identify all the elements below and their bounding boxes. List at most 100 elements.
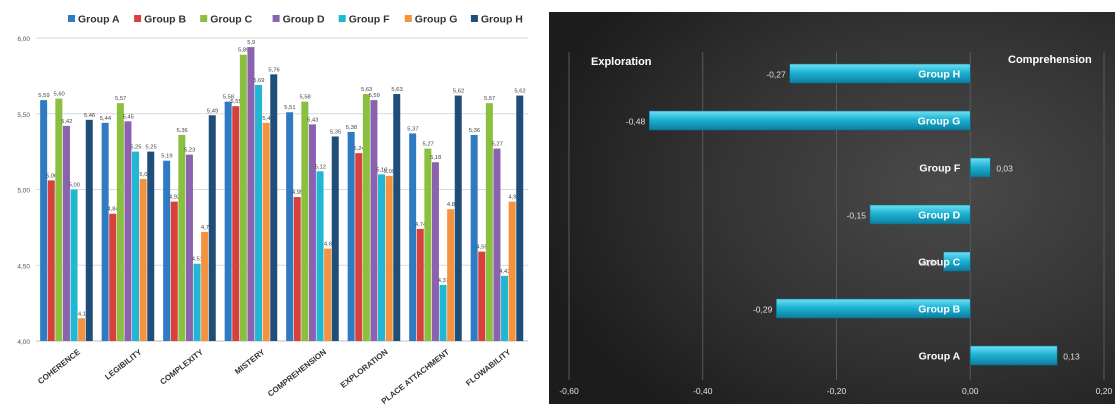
bar <box>255 84 263 341</box>
category-label: MISTERY <box>233 347 267 376</box>
bar-value-label: 4,37 <box>438 278 449 284</box>
bar <box>378 174 386 341</box>
bar <box>969 345 1058 366</box>
bar <box>109 213 117 341</box>
category-label: Group G <box>918 116 961 128</box>
bar-value-label: 4,43 <box>499 269 510 275</box>
category-label: COHERENCE <box>36 347 82 386</box>
bar-value-label: 5,12 <box>315 164 326 170</box>
bar-value-label: 4,9 <box>508 195 516 201</box>
bar <box>355 153 363 341</box>
bar-value-label: -0,29 <box>753 305 773 315</box>
bar-value-label: 4,74 <box>415 222 427 228</box>
bar-value-label: 5,46 <box>84 113 95 119</box>
bar-value-label: 5,60 <box>54 92 65 98</box>
bar-value-label: 5,19 <box>161 154 172 160</box>
legend-label: Group G <box>415 14 458 26</box>
bar-value-label: 5,18 <box>430 155 441 161</box>
legend-label: Group B <box>144 14 186 26</box>
bar-value-label: 4,8 <box>447 202 455 208</box>
bar-value-label: 5,59 <box>38 93 49 99</box>
bar <box>262 122 270 341</box>
bar <box>163 160 171 341</box>
category-label: Group B <box>918 304 960 316</box>
bar <box>208 115 216 341</box>
bar <box>648 110 971 131</box>
category-label: EXPLORATION <box>339 347 390 389</box>
bar <box>324 248 332 341</box>
bar <box>439 284 447 341</box>
category-label: FLOWABILITY <box>464 347 513 388</box>
bar-value-label: 5,49 <box>207 108 218 114</box>
bar-value-label: 5,35 <box>330 129 341 135</box>
category-label: Group F <box>919 163 960 175</box>
bar-value-label: 5,43 <box>307 117 318 123</box>
bar <box>789 63 971 84</box>
bar-value-label: 5,44 <box>100 116 112 122</box>
bar-value-label: 4,59 <box>476 245 487 251</box>
x-tick-label: 0,20 <box>1096 386 1113 396</box>
exploration-comprehension-svg: -0,60 -0,40 -0,20 0,00 0,20 Exploration Compre… <box>549 12 1115 404</box>
bar-value-label: 4,7 <box>201 225 209 231</box>
legend-label: Group D <box>283 14 325 26</box>
bar <box>308 124 316 341</box>
y-tick-label: 4,50 <box>17 263 30 270</box>
y-tick-label: 5,00 <box>17 188 30 195</box>
bar-value-label: -0,04 <box>920 258 940 268</box>
bar-value-label: 5,62 <box>453 89 464 95</box>
bar-value-label: 5,57 <box>484 96 495 102</box>
x-tick-label: 0,00 <box>962 386 979 396</box>
bar-value-label: 5,58 <box>300 95 311 101</box>
bar-value-label: 5,63 <box>361 87 372 93</box>
bar <box>85 119 93 341</box>
bar <box>78 318 86 341</box>
bar <box>170 201 178 341</box>
bar-value-label: 5,59 <box>369 93 380 99</box>
y-tick-label: 6,00 <box>17 36 30 43</box>
legend-swatch <box>470 15 478 22</box>
bar-value-label: 5,09 <box>384 169 395 175</box>
bar <box>385 175 393 341</box>
bar-value-label: 5,37 <box>407 126 418 132</box>
bar <box>124 121 132 341</box>
bar-value-label: 5,4 <box>262 116 271 122</box>
category-label: LEGIBILITY <box>103 347 144 382</box>
bar <box>501 275 509 341</box>
bar <box>869 204 971 225</box>
bar-value-label: 5,06 <box>46 173 57 179</box>
x-tick-label: -0,60 <box>559 386 579 396</box>
bar-value-label: 5,58 <box>223 95 234 101</box>
y-tick-label: 5,50 <box>17 112 30 119</box>
bar <box>409 133 417 341</box>
annotation-exploration: Exploration <box>591 56 652 68</box>
bar-value-label: 4,6 <box>324 242 332 248</box>
bar <box>224 101 232 341</box>
bar <box>316 171 324 341</box>
bar <box>431 162 439 341</box>
legend-swatch <box>404 15 412 22</box>
bar-value-label: 0,13 <box>1063 352 1080 362</box>
bar-value-label: 4,84 <box>107 207 119 213</box>
bar-value-label: -0,48 <box>626 117 646 127</box>
bar-value-label: 5,51 <box>284 105 295 111</box>
bar <box>247 47 255 342</box>
bar <box>116 103 124 342</box>
bar <box>424 148 432 341</box>
annotation-comprehension: Comprehension <box>1008 54 1092 66</box>
bar <box>201 231 209 341</box>
bar-value-label: 5,27 <box>423 142 434 148</box>
bar-value-label: 4,92 <box>169 195 180 201</box>
category-label: COMPLEXITY <box>158 347 205 387</box>
x-tick-label: -0,40 <box>693 386 713 396</box>
bar <box>293 197 301 341</box>
bar-value-label: 5,23 <box>184 148 195 154</box>
bar <box>454 95 462 341</box>
bar-value-label: 5,89 <box>238 48 249 54</box>
bar <box>193 263 201 341</box>
bar <box>393 94 401 342</box>
category-label: COMPREHENSION <box>266 347 328 398</box>
bar-value-label: 5,38 <box>346 125 357 131</box>
bar-value-label: 5,00 <box>69 183 80 189</box>
bar-value-label: 5,25 <box>145 145 156 151</box>
